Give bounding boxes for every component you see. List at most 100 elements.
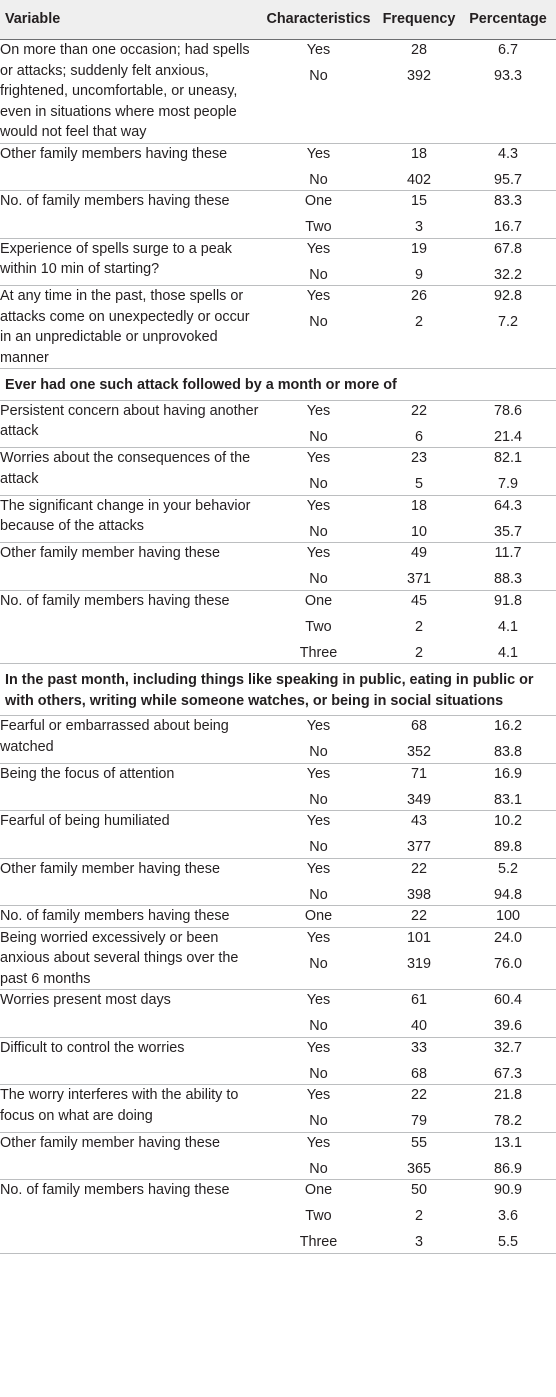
variable-cell: No. of family members having these <box>0 1182 230 1198</box>
characteristic-value: Three <box>299 1234 338 1250</box>
frequency-value: 19 <box>410 240 427 257</box>
percentage-cell: 21.8 78.2 <box>460 1085 556 1133</box>
variable-cell: Fearful of being humiliated <box>0 813 170 829</box>
percentage-value: 76.0 <box>493 955 522 972</box>
percentage-value: 86.9 <box>493 1160 522 1177</box>
characteristic-value: Yes <box>306 1039 331 1056</box>
variable-cell: Other family member having these <box>0 545 220 561</box>
percentage-value: 82.1 <box>493 450 522 466</box>
table-row: Experience of spells surge to a peak wit… <box>0 238 556 286</box>
percentage-value: 88.3 <box>493 571 522 587</box>
characteristic-cell: Yes No <box>259 1085 378 1133</box>
table-header: Variable Characteristics Frequency Perce… <box>0 0 556 40</box>
percentage-value: 35.7 <box>493 523 522 540</box>
table-row: At any time in the past, those spells or… <box>0 286 556 369</box>
characteristic-value: No <box>309 523 328 540</box>
frequency-value: 28 <box>410 42 427 58</box>
percentage-value: 21.8 <box>493 1087 522 1103</box>
frequency-value: 22 <box>410 1087 427 1103</box>
frequency-cell: 49 371 <box>378 543 460 591</box>
characteristic-cell: Yes No <box>259 927 378 990</box>
frequency-value: 2 <box>414 1208 423 1224</box>
characteristic-cell: Yes No <box>259 400 378 448</box>
variable-cell: Other family member having these <box>0 1134 220 1151</box>
characteristic-cell: Yes No <box>259 990 378 1038</box>
percentage-cell: 83.3 16.7 <box>460 191 556 239</box>
section-heading: Ever had one such attack followed by a m… <box>5 377 397 393</box>
frequency-value: 68 <box>410 718 427 734</box>
variable-cell: No. of family members having these <box>0 908 230 924</box>
percentage-value: 4.3 <box>497 145 518 162</box>
frequency-value: 40 <box>410 1018 427 1034</box>
percentage-value: 11.7 <box>494 545 522 561</box>
header-row: Variable Characteristics Frequency Perce… <box>0 0 556 40</box>
table-row: Other family member having these Yes No 22 3… <box>0 858 556 906</box>
column-header-percentage: Percentage <box>460 0 556 40</box>
characteristic-cell: Yes No <box>259 543 378 591</box>
characteristic-value: No <box>309 314 328 330</box>
frequency-cell: 15 3 <box>378 191 460 239</box>
table-body: On more than one occasion; had spells or… <box>0 40 556 1254</box>
frequency-cell: 23 5 <box>378 448 460 496</box>
frequency-value: 6 <box>414 428 423 445</box>
frequency-value: 365 <box>406 1160 431 1177</box>
characteristic-cell: One Two <box>259 191 378 239</box>
characteristic-value: Yes <box>306 929 331 946</box>
variable-cell: Persistent concern about having another … <box>0 402 259 440</box>
characteristic-value: Yes <box>306 765 331 782</box>
percentage-value: 32.2 <box>493 266 522 283</box>
section-heading-row: Ever had one such attack followed by a m… <box>0 369 556 400</box>
frequency-value: 26 <box>410 288 427 304</box>
frequency-value: 68 <box>410 1065 427 1082</box>
characteristic-value: No <box>309 1113 328 1129</box>
frequency-cell: 18 10 <box>378 495 460 543</box>
percentage-value: 3.6 <box>497 1208 518 1224</box>
characteristic-value: Three <box>299 644 338 661</box>
frequency-value: 15 <box>410 193 427 209</box>
frequency-value: 55 <box>410 1134 427 1151</box>
percentage-value: 95.7 <box>493 171 522 188</box>
characteristic-value: No <box>309 68 328 84</box>
percentage-value: 67.3 <box>493 1065 522 1082</box>
percentage-value: 21.4 <box>493 428 522 445</box>
percentage-cell: 13.1 86.9 <box>460 1132 556 1180</box>
frequency-value: 5 <box>414 476 423 492</box>
frequency-value: 43 <box>410 813 427 829</box>
percentage-value: 16.2 <box>493 718 522 734</box>
table-row: Other family member having these Yes No 55 3… <box>0 1132 556 1180</box>
characteristic-cell: Yes No <box>259 1132 378 1180</box>
percentage-value: 91.8 <box>493 592 522 609</box>
variable-cell: Other family member having these <box>0 860 220 877</box>
frequency-value: 22 <box>410 860 427 877</box>
characteristic-value: No <box>309 171 328 188</box>
percentage-value: 60.4 <box>493 992 522 1008</box>
table-row: No. of family members having these One Two… <box>0 590 556 664</box>
frequency-value: 18 <box>410 145 427 162</box>
characteristic-cell: Yes No <box>259 1037 378 1085</box>
table-row: Fearful of being humiliated Yes No 43 377 10.… <box>0 811 556 858</box>
characteristic-value: Yes <box>306 450 331 466</box>
percentage-value: 5.5 <box>497 1234 518 1250</box>
variable-cell: No. of family members having these <box>0 193 230 209</box>
frequency-cell: 22 6 <box>378 400 460 448</box>
percentage-value: 39.6 <box>493 1018 522 1034</box>
table-row: On more than one occasion; had spells or… <box>0 40 556 143</box>
column-header-variable: Variable <box>0 0 259 40</box>
frequency-value: 71 <box>410 765 427 782</box>
frequency-value: 352 <box>406 744 431 760</box>
percentage-value: 10.2 <box>493 813 522 829</box>
characteristic-value: Yes <box>306 1134 331 1151</box>
variable-cell: On more than one occasion; had spells or… <box>0 42 250 140</box>
frequency-value: 23 <box>410 450 427 466</box>
percentage-value: 13.1 <box>493 1134 522 1151</box>
characteristic-value: No <box>309 266 328 283</box>
percentage-value: 5.2 <box>497 860 518 877</box>
frequency-value: 3 <box>414 219 423 235</box>
characteristic-cell: Yes No <box>259 143 378 191</box>
characteristic-cell: Yes No <box>259 716 378 764</box>
characteristic-cell: Yes No <box>259 858 378 906</box>
frequency-cell: 71 349 <box>378 763 460 811</box>
frequency-cell: 18 402 <box>378 143 460 191</box>
percentage-cell: 90.9 3.6 5.5 <box>460 1180 556 1254</box>
column-header-frequency: Frequency <box>378 0 460 40</box>
